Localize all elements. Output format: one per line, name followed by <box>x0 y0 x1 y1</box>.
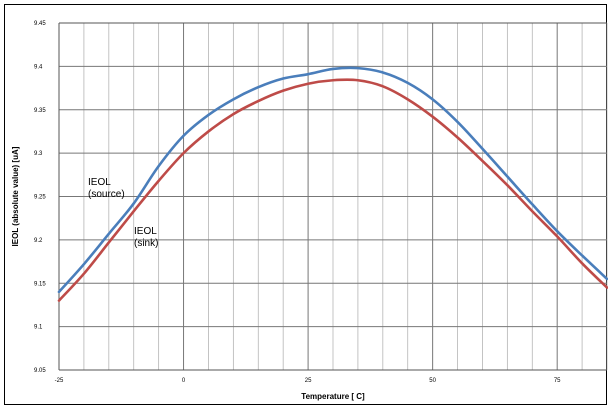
series-line-source <box>57 66 608 294</box>
y-tick-label: 9.1 <box>34 325 43 331</box>
annotation-line: (sink) <box>134 238 158 249</box>
y-tick-label: 9.05 <box>34 368 46 374</box>
annotation-source: IEOL (source) <box>88 177 125 200</box>
x-tick-label: 50 <box>429 378 436 384</box>
y-tick-label: 9.35 <box>34 108 46 114</box>
y-tick-label: 9.15 <box>34 281 46 287</box>
chart-frame: 9.05 9.1 9.15 9.2 9.25 9.3 9.35 9.4 9.45 -25 0 25 5… <box>4 4 608 405</box>
x-axis-label: Temperature [ C] <box>301 392 365 401</box>
y-tick-label: 9.4 <box>34 64 43 70</box>
annotation-sink: IEOL (sink) <box>134 226 158 249</box>
series-annotations: IEOL (source)IEOL (sink) <box>88 177 158 249</box>
annotation-line: IEOL <box>88 177 111 188</box>
annotation-line: IEOL <box>134 226 157 237</box>
series-lines <box>57 66 608 302</box>
series-line-sink <box>57 78 608 302</box>
x-tick-labels: -25 0 25 50 75 <box>55 378 562 384</box>
annotation-line: (source) <box>88 189 125 200</box>
y-tick-label: 9.3 <box>34 151 43 157</box>
x-tick-label: 75 <box>554 378 561 384</box>
line-chart: 9.05 9.1 9.15 9.2 9.25 9.3 9.35 9.4 9.45 -25 0 25 5… <box>11 21 608 401</box>
x-tick-label: 0 <box>182 378 186 384</box>
x-tick-label: -25 <box>55 378 64 384</box>
y-tick-label: 9.2 <box>34 238 43 244</box>
y-tick-labels: 9.05 9.1 9.15 9.2 9.25 9.3 9.35 9.4 9.45 <box>34 21 46 374</box>
x-tick-label: 25 <box>305 378 312 384</box>
y-axis-label: IEOL (absolute value) [uA] <box>11 146 20 246</box>
y-tick-label: 9.45 <box>34 21 46 27</box>
y-tick-label: 9.25 <box>34 195 46 201</box>
